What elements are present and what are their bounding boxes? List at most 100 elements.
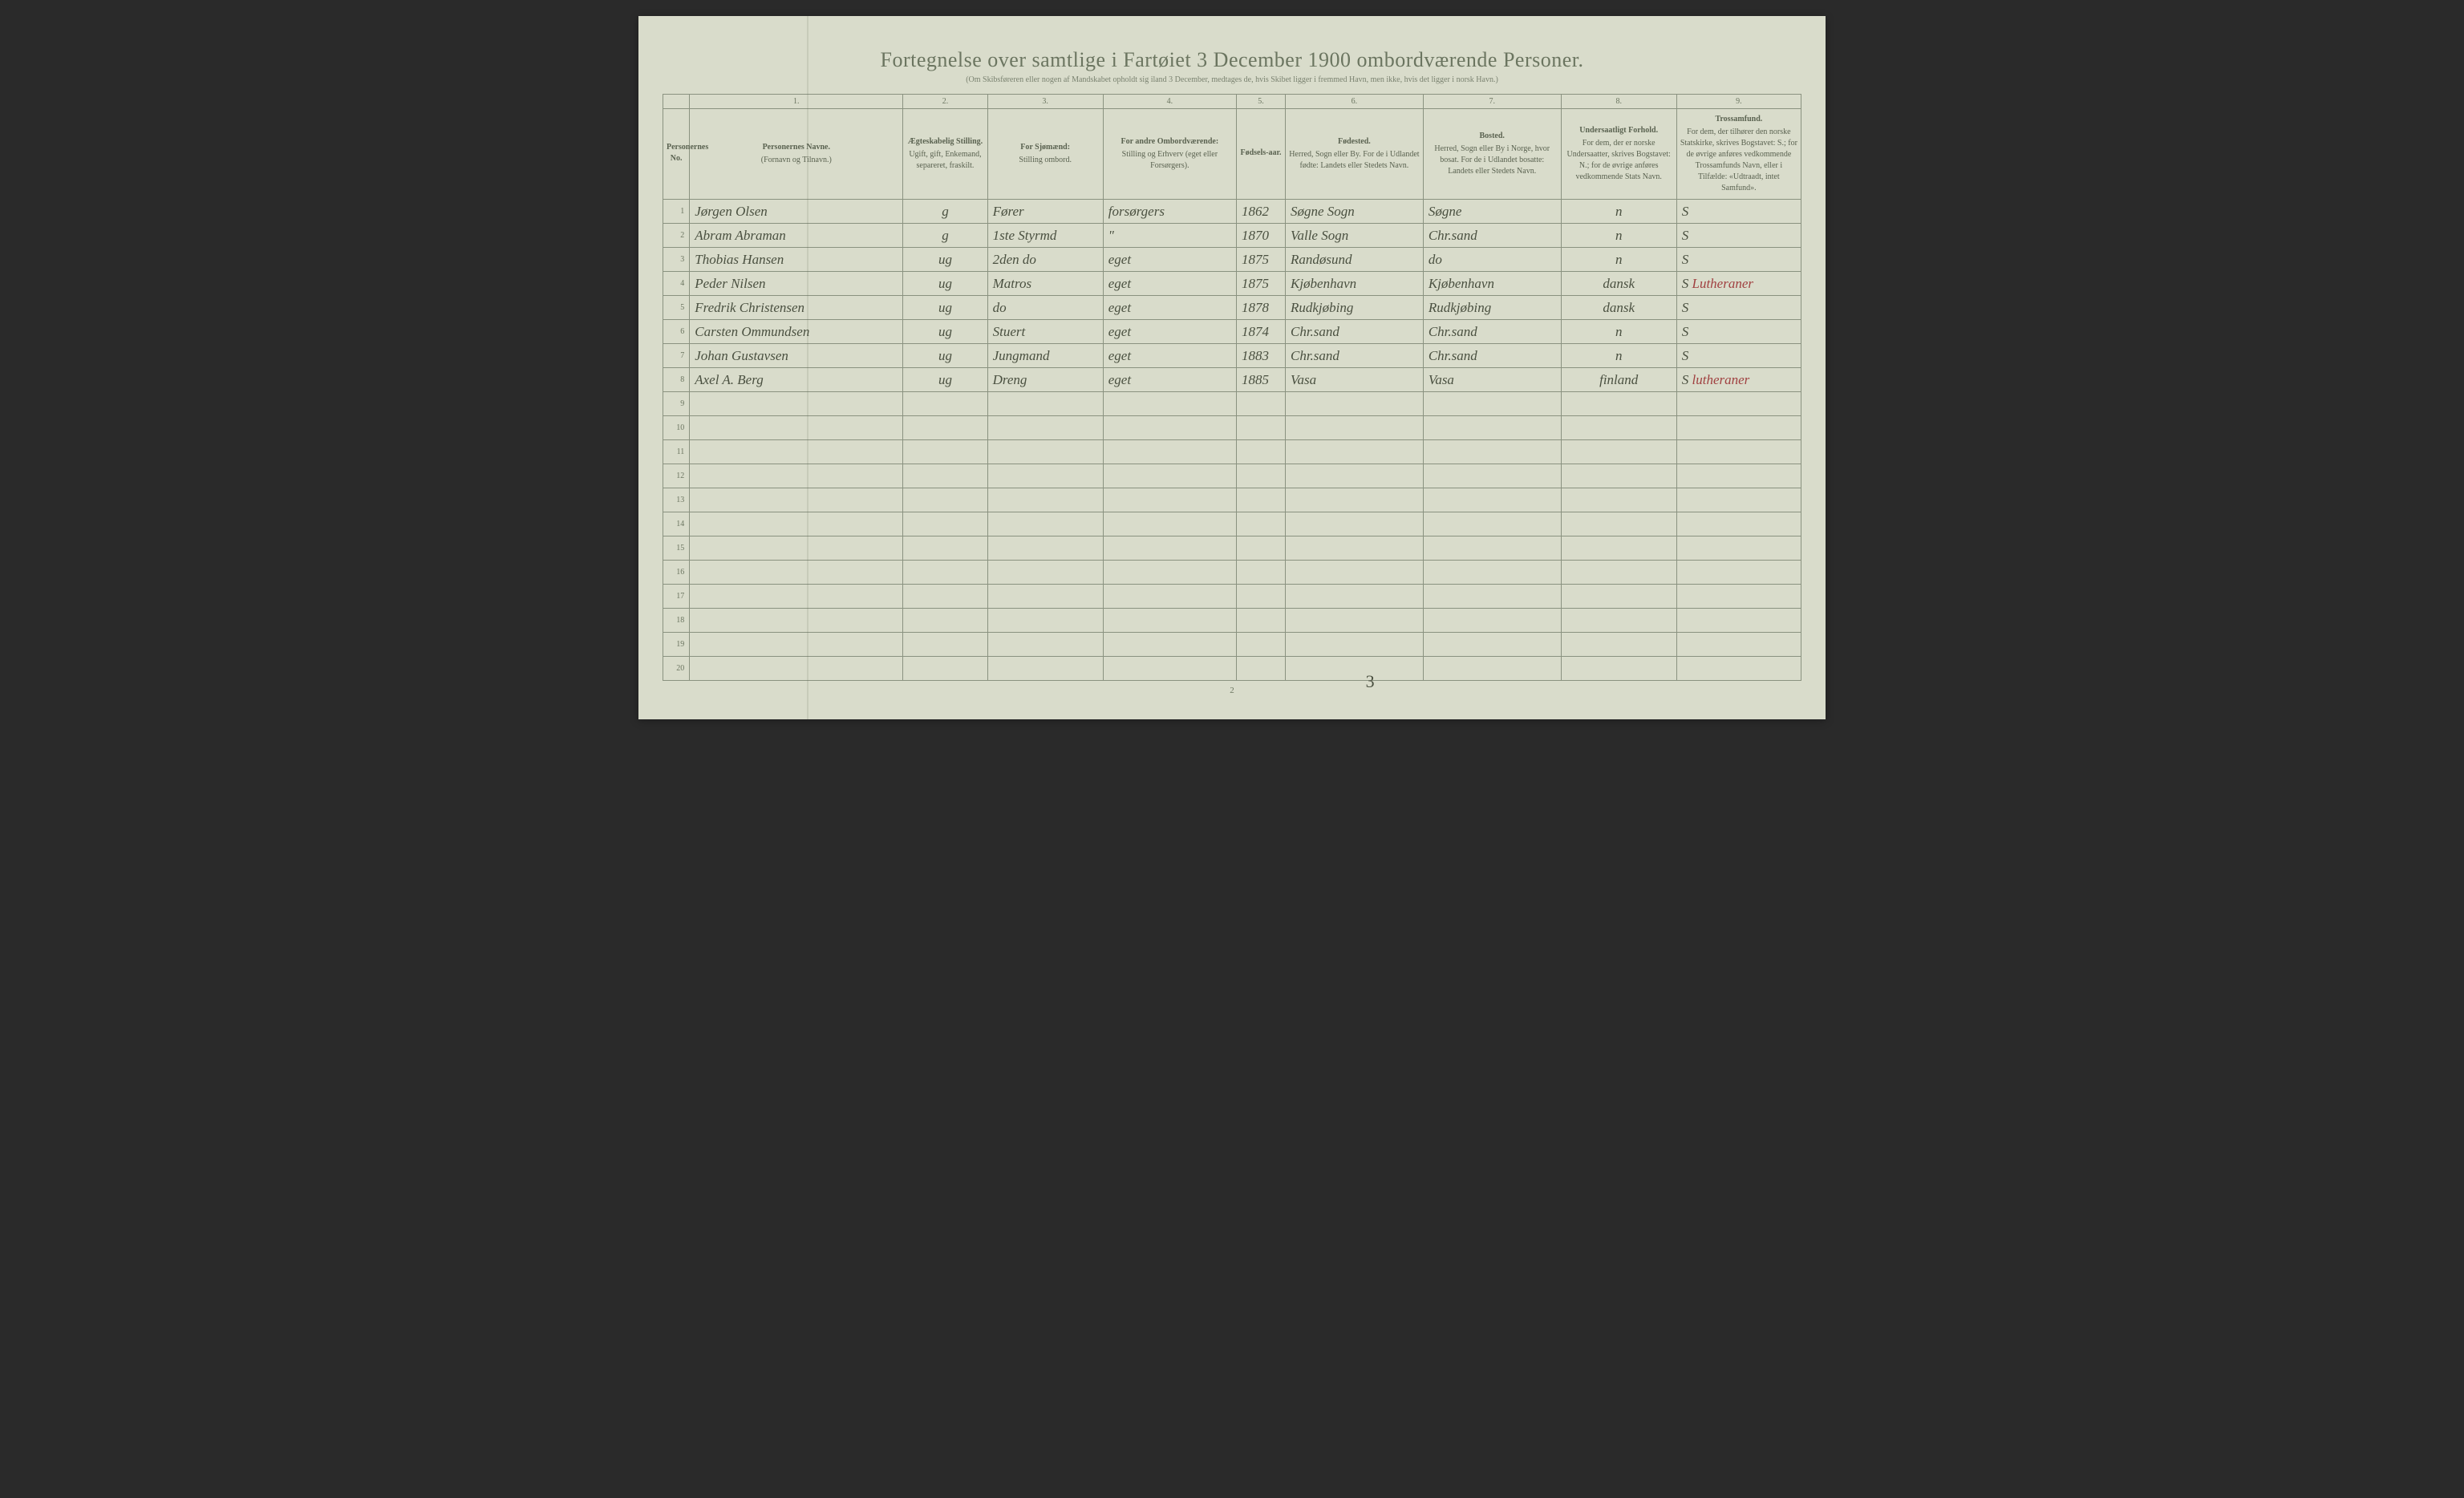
religion-annotation: Lutheraner bbox=[1692, 276, 1754, 291]
cell-religion: S bbox=[1676, 320, 1801, 344]
cell-status: ug bbox=[903, 368, 987, 392]
table-row-empty: 12 bbox=[663, 464, 1801, 488]
row-number: 13 bbox=[663, 488, 690, 512]
colnum: 3. bbox=[987, 95, 1103, 109]
cell-status: ug bbox=[903, 248, 987, 272]
cell-nationality: dansk bbox=[1561, 296, 1676, 320]
colnum: 6. bbox=[1285, 95, 1423, 109]
cell-residence: Chr.sand bbox=[1423, 224, 1561, 248]
cell-birthplace: Søgne Sogn bbox=[1285, 200, 1423, 224]
colnum: 5. bbox=[1237, 95, 1286, 109]
header-residence: Bosted.Herred, Sogn eller By i Norge, hv… bbox=[1423, 109, 1561, 200]
header-religion: Trossamfund.For dem, der tilhører den no… bbox=[1676, 109, 1801, 200]
header-year: Fødsels-aar. bbox=[1237, 109, 1286, 200]
cell-year: 1885 bbox=[1237, 368, 1286, 392]
cell-name: Carsten Ommundsen bbox=[690, 320, 903, 344]
header-seaman: For Sjømænd:Stilling ombord. bbox=[987, 109, 1103, 200]
table-row-empty: 17 bbox=[663, 585, 1801, 609]
cell-status: ug bbox=[903, 272, 987, 296]
cell-nationality: dansk bbox=[1561, 272, 1676, 296]
cell-status: g bbox=[903, 200, 987, 224]
cell-seaman: Matros bbox=[987, 272, 1103, 296]
cell-birthplace: Chr.sand bbox=[1285, 320, 1423, 344]
row-number: 2 bbox=[663, 224, 690, 248]
colnum bbox=[663, 95, 690, 109]
page-subtitle: (Om Skibsføreren eller nogen af Mandskab… bbox=[663, 75, 1801, 84]
cell-status: g bbox=[903, 224, 987, 248]
cell-seaman: Stuert bbox=[987, 320, 1103, 344]
table-row-empty: 18 bbox=[663, 609, 1801, 633]
row-number: 9 bbox=[663, 392, 690, 416]
row-number: 3 bbox=[663, 248, 690, 272]
cell-birthplace: Vasa bbox=[1285, 368, 1423, 392]
header-row: Personernes No. Personernes Navne.(Forna… bbox=[663, 109, 1801, 200]
table-row: 6Carsten OmmundsenugStuerteget1874Chr.sa… bbox=[663, 320, 1801, 344]
handwritten-page-number: 3 bbox=[1366, 671, 1375, 692]
cell-residence: do bbox=[1423, 248, 1561, 272]
printed-page-number: 2 bbox=[663, 686, 1801, 695]
row-number: 14 bbox=[663, 512, 690, 536]
cell-other: eget bbox=[1103, 344, 1236, 368]
cell-seaman: Dreng bbox=[987, 368, 1103, 392]
cell-name: Abram Abraman bbox=[690, 224, 903, 248]
colnum: 1. bbox=[690, 95, 903, 109]
census-form-page: Fortegnelse over samtlige i Fartøiet 3 D… bbox=[638, 16, 1826, 719]
row-number: 4 bbox=[663, 272, 690, 296]
row-number: 5 bbox=[663, 296, 690, 320]
cell-nationality: n bbox=[1561, 320, 1676, 344]
cell-nationality: n bbox=[1561, 224, 1676, 248]
cell-seaman: Fører bbox=[987, 200, 1103, 224]
cell-birthplace: Valle Sogn bbox=[1285, 224, 1423, 248]
table-row: 4Peder NilsenugMatroseget1875KjøbenhavnK… bbox=[663, 272, 1801, 296]
table-row: 8Axel A. BergugDrengeget1885VasaVasafinl… bbox=[663, 368, 1801, 392]
cell-name: Thobias Hansen bbox=[690, 248, 903, 272]
cell-residence: Chr.sand bbox=[1423, 320, 1561, 344]
row-number: 1 bbox=[663, 200, 690, 224]
cell-nationality: n bbox=[1561, 344, 1676, 368]
table-row-empty: 14 bbox=[663, 512, 1801, 536]
cell-year: 1875 bbox=[1237, 272, 1286, 296]
cell-name: Jørgen Olsen bbox=[690, 200, 903, 224]
census-table: 1. 2. 3. 4. 5. 6. 7. 8. 9. Personernes N… bbox=[663, 94, 1801, 681]
table-row-empty: 13 bbox=[663, 488, 1801, 512]
colnum: 9. bbox=[1676, 95, 1801, 109]
row-number: 11 bbox=[663, 440, 690, 464]
cell-seaman: do bbox=[987, 296, 1103, 320]
header-status: Ægteskabelig Stilling.Ugift, gift, Enkem… bbox=[903, 109, 987, 200]
cell-other: eget bbox=[1103, 296, 1236, 320]
table-row-empty: 16 bbox=[663, 561, 1801, 585]
cell-other: " bbox=[1103, 224, 1236, 248]
cell-other: eget bbox=[1103, 272, 1236, 296]
table-row: 2Abram Abramang1ste Styrmd"1870Valle Sog… bbox=[663, 224, 1801, 248]
cell-birthplace: Randøsund bbox=[1285, 248, 1423, 272]
colnum: 7. bbox=[1423, 95, 1561, 109]
row-number: 18 bbox=[663, 609, 690, 633]
cell-year: 1878 bbox=[1237, 296, 1286, 320]
row-number: 17 bbox=[663, 585, 690, 609]
row-number: 8 bbox=[663, 368, 690, 392]
cell-name: Johan Gustavsen bbox=[690, 344, 903, 368]
table-body: 1Jørgen OlsengFørerforsørgers1862Søgne S… bbox=[663, 200, 1801, 681]
row-number: 10 bbox=[663, 416, 690, 440]
cell-status: ug bbox=[903, 344, 987, 368]
cell-other: eget bbox=[1103, 320, 1236, 344]
table-row: 5Fredrik Christensenugdoeget1878Rudkjøbi… bbox=[663, 296, 1801, 320]
header-no: Personernes No. bbox=[663, 109, 690, 200]
religion-annotation: lutheraner bbox=[1692, 372, 1750, 387]
cell-residence: Kjøbenhavn bbox=[1423, 272, 1561, 296]
cell-year: 1874 bbox=[1237, 320, 1286, 344]
cell-status: ug bbox=[903, 296, 987, 320]
row-number: 7 bbox=[663, 344, 690, 368]
table-row-empty: 19 bbox=[663, 633, 1801, 657]
cell-year: 1862 bbox=[1237, 200, 1286, 224]
cell-name: Peder Nilsen bbox=[690, 272, 903, 296]
row-number: 19 bbox=[663, 633, 690, 657]
cell-other: eget bbox=[1103, 368, 1236, 392]
cell-religion: S bbox=[1676, 200, 1801, 224]
table-row: 3Thobias Hansenug2den doeget1875Randøsun… bbox=[663, 248, 1801, 272]
cell-religion: S bbox=[1676, 344, 1801, 368]
table-row-empty: 9 bbox=[663, 392, 1801, 416]
cell-religion: S bbox=[1676, 224, 1801, 248]
header-other: For andre Ombordværende:Stilling og Erhv… bbox=[1103, 109, 1236, 200]
cell-seaman: Jungmand bbox=[987, 344, 1103, 368]
